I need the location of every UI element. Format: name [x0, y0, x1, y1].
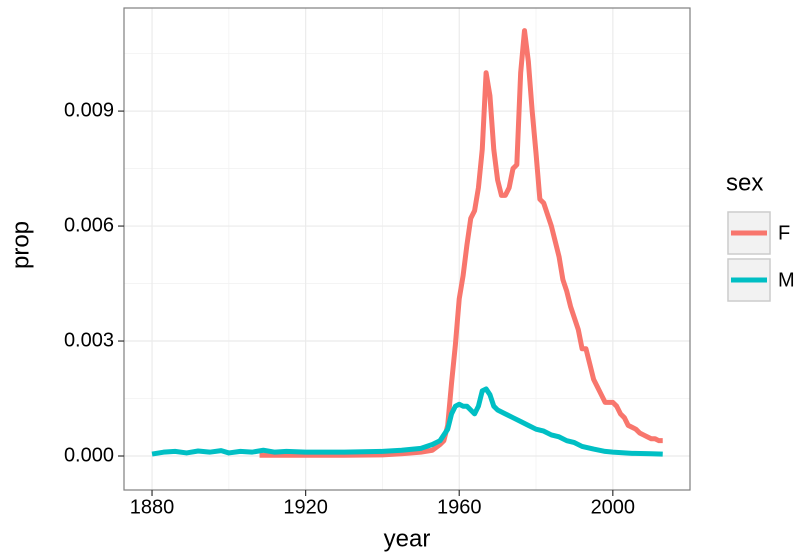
panel-border [123, 7, 691, 491]
y-axis-title: prop [7, 221, 34, 269]
y-tick-label: 0.003 [64, 329, 114, 351]
legend-label: F [778, 222, 790, 244]
y-tick-label: 0.009 [64, 99, 114, 121]
x-tick-label: 1920 [283, 496, 328, 518]
legend-title: sex [726, 169, 763, 196]
x-tick-label: 1880 [130, 496, 175, 518]
x-axis-title: year [384, 525, 431, 552]
y-tick-label: 0.000 [64, 444, 114, 466]
y-tick-label: 0.006 [64, 214, 114, 236]
lines [151, 28, 663, 458]
grid [124, 8, 690, 490]
line-series [259, 28, 663, 458]
line-series [151, 386, 663, 457]
x-tick-label: 2000 [591, 496, 636, 518]
legend: FM [727, 211, 795, 302]
panel-background [124, 8, 690, 490]
x-tick-label: 1960 [437, 496, 482, 518]
legend-label: M [778, 269, 795, 291]
